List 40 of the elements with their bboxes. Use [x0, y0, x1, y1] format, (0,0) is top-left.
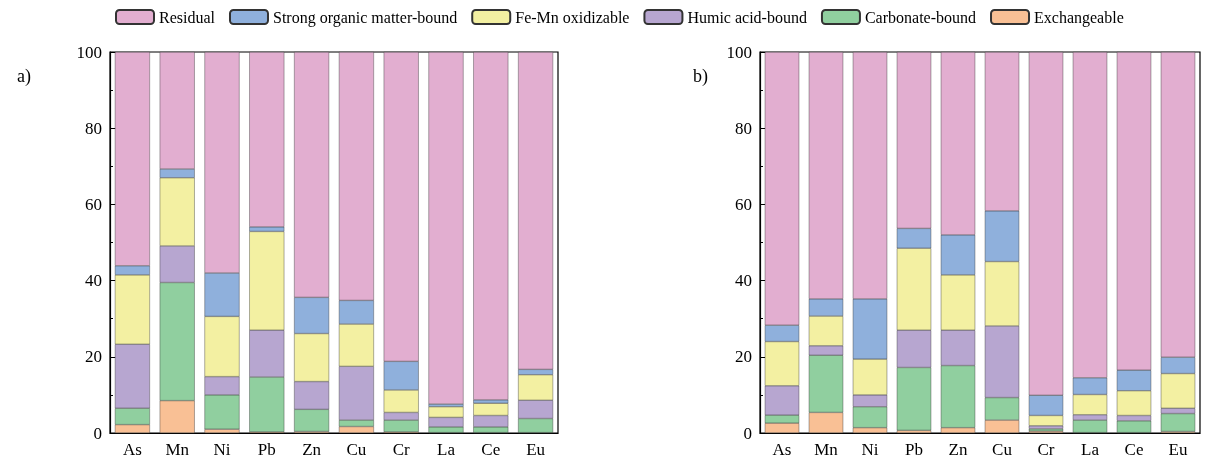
y-tick-label: 60	[735, 194, 752, 214]
x-tick-label: Eu	[526, 440, 546, 459]
y-tick-label: 60	[85, 194, 102, 214]
y-tick-label: 0	[93, 423, 102, 443]
x-tick-label: Ni	[213, 440, 231, 459]
x-tick-label: Eu	[1168, 440, 1188, 459]
y-tick-label: 40	[735, 271, 752, 291]
x-tick-label: Cr	[1037, 440, 1055, 459]
x-tick-label: Ce	[481, 440, 501, 459]
legend-label: Humic acid-bound	[687, 8, 807, 26]
x-tick-label: Zn	[302, 440, 322, 459]
text: a)	[17, 66, 31, 87]
legend-label: Residual	[159, 8, 216, 26]
y-tick-label: 100	[726, 42, 752, 62]
x-tick-label: Cu	[346, 440, 367, 459]
y-tick-label: 100	[76, 42, 102, 62]
y-tick-label: 20	[85, 347, 102, 367]
legend-label: Strong organic matter-bound	[272, 8, 458, 27]
legend-label: Carbonate-bound	[864, 8, 977, 26]
y-tick-label: 80	[85, 118, 102, 138]
y-tick-label: 80	[735, 118, 752, 138]
x-tick-label: Pb	[257, 440, 276, 459]
x-tick-label: Zn	[948, 440, 968, 459]
y-tick-label: 0	[743, 423, 752, 443]
x-tick-label: Ce	[1124, 440, 1144, 459]
x-tick-label: Cu	[992, 440, 1013, 459]
y-tick-label: 20	[735, 347, 752, 367]
text: b)	[693, 66, 708, 87]
legend-label: Fe-Mn oxidizable	[515, 8, 630, 26]
x-tick-label: As	[122, 440, 142, 459]
legend-label: Exchangeable	[1034, 8, 1124, 27]
y-tick-label: 40	[85, 271, 102, 291]
x-tick-label: As	[772, 440, 792, 459]
x-tick-label: Mn	[814, 440, 839, 459]
x-tick-label: La	[1081, 440, 1100, 459]
x-tick-label: Cr	[392, 440, 411, 459]
x-tick-label: Mn	[165, 440, 190, 459]
x-tick-label: La	[437, 440, 456, 459]
x-tick-label: Ni	[861, 440, 879, 459]
x-tick-label: Pb	[905, 440, 923, 459]
